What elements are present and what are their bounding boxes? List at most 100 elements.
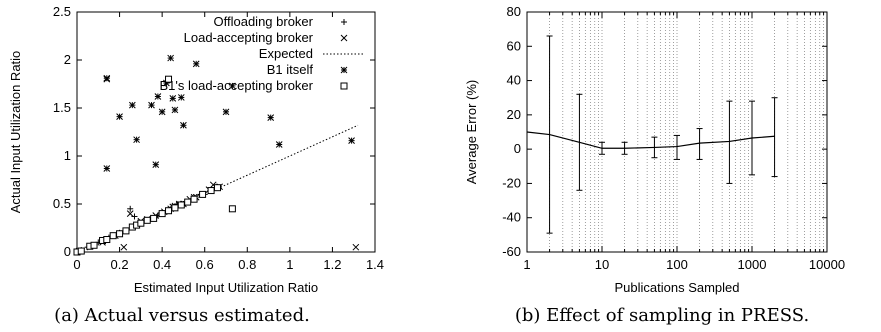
chart-b-error-bar bbox=[749, 100, 755, 176]
chart-b-x-tick-label: 1 bbox=[523, 257, 530, 272]
chart-b-x-tick-label: 10 bbox=[595, 257, 609, 272]
chart-a-point bbox=[154, 93, 162, 100]
chart-a-point bbox=[171, 204, 179, 212]
chart-a-point bbox=[180, 121, 187, 129]
chart-a-point bbox=[103, 74, 111, 82]
chart-b-caption: (b) Effect of sampling in PRESS. bbox=[515, 305, 809, 326]
chart-b-error-bar bbox=[651, 136, 658, 159]
chart-a-x-tick-label: 0 bbox=[73, 257, 80, 272]
chart-b-error-bar bbox=[546, 35, 553, 234]
chart-a-legend-label: B1 itself bbox=[267, 62, 314, 77]
chart-a-legend-swatch bbox=[340, 34, 348, 42]
chart-a-y-tick-label: 0 bbox=[64, 244, 71, 259]
chart-b-x-tick-label: 100 bbox=[666, 257, 688, 272]
chart-a-x-axis-title: Estimated Input Utilization Ratio bbox=[134, 280, 318, 295]
chart-b-y-tick-label: 40 bbox=[507, 73, 521, 88]
chart-b-error-bar bbox=[674, 134, 680, 160]
chart-a-point bbox=[131, 213, 138, 220]
chart-a-legend-swatch bbox=[340, 66, 348, 74]
chart-a-point bbox=[116, 113, 123, 120]
chart-a-point bbox=[228, 205, 236, 213]
chart-a-point bbox=[133, 136, 140, 144]
chart-b-error-bar bbox=[771, 97, 778, 178]
chart-a-point bbox=[167, 54, 175, 62]
chart-a-point bbox=[116, 230, 124, 238]
chart-a-y-tick-label: 1.5 bbox=[53, 100, 71, 115]
chart-a-point bbox=[184, 198, 192, 206]
chart-b-average-error-line bbox=[526, 131, 775, 149]
chart-b-series-1 bbox=[526, 35, 778, 234]
chart-a-point bbox=[152, 161, 160, 168]
chart-b-y-tick-label: -20 bbox=[502, 175, 521, 190]
chart-a-point bbox=[103, 236, 111, 244]
chart-a-series-5 bbox=[73, 75, 236, 256]
chart-b-y-tick-label: 0 bbox=[514, 141, 521, 156]
chart-a-x-tick-label: 0.2 bbox=[111, 257, 129, 272]
chart-b-error-bar bbox=[621, 141, 628, 155]
chart-a-point bbox=[127, 205, 134, 212]
chart-a-point bbox=[90, 241, 98, 249]
chart-a-y-tick-label: 1 bbox=[64, 148, 71, 163]
chart-b-error-bar bbox=[599, 141, 605, 155]
chart-a-x-tick-label: 1.2 bbox=[323, 257, 341, 272]
chart-a-point bbox=[77, 247, 85, 255]
chart-a-point bbox=[199, 190, 207, 198]
chart-a-point bbox=[109, 232, 117, 240]
chart-a-x-tick-label: 0.4 bbox=[153, 257, 171, 272]
chart-a-caption: (a) Actual versus estimated. bbox=[54, 305, 310, 326]
chart-a-point bbox=[126, 210, 134, 217]
chart-b-x-axis-title: Publications Sampled bbox=[614, 280, 739, 295]
chart-a-point bbox=[158, 210, 166, 218]
chart-b-y-tick-label: -60 bbox=[502, 244, 521, 259]
chart-b-error-bar bbox=[576, 93, 583, 191]
chart-a-point bbox=[190, 195, 198, 203]
chart-a-x-tick-label: 1 bbox=[286, 257, 293, 272]
chart-a-point bbox=[352, 243, 360, 251]
chart-a-legend-label: Expected bbox=[259, 46, 313, 61]
chart-a-point bbox=[229, 82, 236, 90]
chart-b-y-tick-label: -40 bbox=[502, 210, 521, 225]
chart-a-point bbox=[150, 214, 158, 222]
chart-a-legend-label: Load-accepting broker bbox=[184, 30, 314, 45]
chart-a-point bbox=[122, 227, 130, 235]
chart-a-point bbox=[222, 108, 230, 116]
chart-a-series-2 bbox=[75, 75, 360, 255]
chart-b-effect-of-sampling: Average Error (%) Publications Sampled (… bbox=[464, 4, 845, 326]
chart-a-x-tick-label: 0.6 bbox=[196, 257, 214, 272]
chart-a-legend-swatch bbox=[341, 19, 347, 25]
chart-a-point bbox=[158, 108, 166, 116]
chart-a-y-tick-label: 2 bbox=[64, 52, 71, 67]
chart-b-x-tick-label: 1000 bbox=[738, 257, 767, 272]
chart-b-x-tick-label: 10000 bbox=[809, 257, 845, 272]
chart-a-x-tick-label: 0.8 bbox=[238, 257, 256, 272]
chart-a-point bbox=[207, 187, 215, 195]
chart-a-point bbox=[128, 101, 136, 109]
chart-a-point bbox=[137, 219, 145, 227]
chart-b-y-axis-title: Average Error (%) bbox=[464, 80, 479, 185]
chart-b-y-tick-label: 80 bbox=[507, 4, 521, 19]
chart-a-point bbox=[103, 165, 111, 172]
chart-a-point bbox=[275, 141, 283, 148]
chart-b-error-bar bbox=[696, 128, 703, 160]
chart-b-y-tick-label: 60 bbox=[507, 38, 521, 53]
chart-a-point bbox=[120, 243, 128, 251]
chart-a-point bbox=[171, 106, 179, 114]
chart-b-error-bar bbox=[726, 100, 733, 184]
chart-a-point bbox=[165, 75, 173, 83]
chart-a-point bbox=[267, 114, 275, 121]
chart-a-plot-frame bbox=[76, 11, 376, 253]
chart-a-legend-swatch bbox=[340, 82, 348, 90]
chart-a-point bbox=[143, 216, 151, 224]
chart-a-point bbox=[165, 207, 173, 215]
chart-b-y-tick-label: 20 bbox=[507, 107, 521, 122]
chart-a-point bbox=[192, 60, 200, 68]
chart-a-actual-vs-estimated: Actual Input Utilization Ratio Estimated… bbox=[8, 4, 384, 326]
chart-a-point bbox=[348, 137, 355, 144]
chart-a-point bbox=[148, 101, 155, 109]
chart-a-legend-label: B1's load-accepting broker bbox=[159, 78, 313, 93]
chart-a-point bbox=[213, 184, 221, 192]
chart-a-y-tick-label: 0.5 bbox=[53, 196, 71, 211]
chart-a-point bbox=[169, 95, 177, 102]
